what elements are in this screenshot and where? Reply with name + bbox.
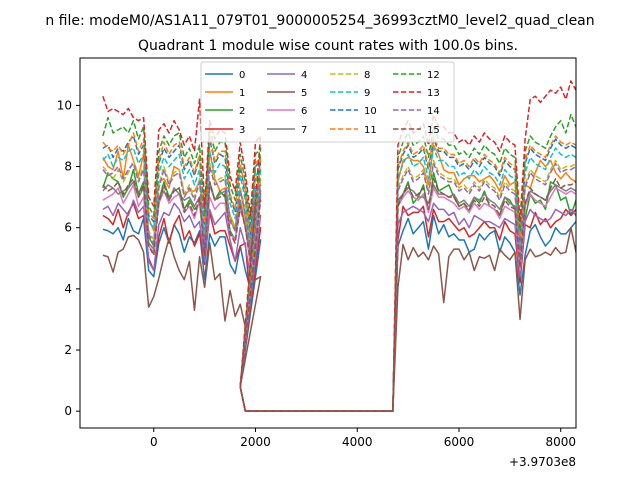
y-tick-label: 8: [64, 160, 72, 174]
series-line-11: [102, 132, 576, 412]
legend-label-0: 0: [239, 70, 245, 81]
figure-suptitle: n file: modeM0/AS1A11_079T01_9000005254_…: [45, 13, 594, 29]
x-tick-label: 4000: [342, 435, 373, 449]
x-tick-label: 0: [150, 435, 158, 449]
legend-label-11: 11: [364, 125, 377, 136]
x-tick-label: 2000: [240, 435, 271, 449]
legend-box: [200, 61, 455, 143]
x-tick-label: 8000: [545, 435, 576, 449]
x-axis: 0 2000 4000 6000 8000: [150, 428, 576, 449]
legend-label-15: 15: [427, 125, 440, 136]
y-tick-label: 6: [64, 221, 72, 235]
legend-label-8: 8: [364, 70, 370, 81]
y-tick-label: 0: [64, 404, 72, 418]
chart-title: Quadrant 1 module wise count rates with …: [138, 38, 518, 54]
y-tick-label: 10: [57, 98, 72, 112]
series-line-15: [102, 178, 576, 412]
axes-frame: [79, 57, 577, 429]
y-tick-label: 2: [64, 343, 72, 357]
legend-label-9: 9: [364, 88, 370, 99]
legend-label-2: 2: [239, 106, 245, 117]
legend-label-4: 4: [301, 70, 307, 81]
series-layer: [102, 80, 576, 412]
series-line-13: [102, 80, 576, 412]
legend-label-6: 6: [301, 106, 307, 117]
legend-label-1: 1: [239, 88, 245, 99]
x-axis-offset-label: +3.9703e8: [509, 455, 576, 469]
y-tick-label: 4: [64, 282, 72, 296]
legend-label-7: 7: [301, 125, 307, 136]
series-line-14: [102, 162, 576, 412]
legend-label-10: 10: [364, 106, 377, 117]
legend-label-3: 3: [239, 125, 245, 136]
legend-label-5: 5: [301, 88, 307, 99]
legend-label-14: 14: [427, 106, 440, 117]
legend-label-12: 12: [427, 70, 440, 81]
x-tick-label: 6000: [444, 435, 475, 449]
legend-label-13: 13: [427, 88, 440, 99]
y-axis: 0 2 4 6 8 10: [57, 98, 80, 418]
